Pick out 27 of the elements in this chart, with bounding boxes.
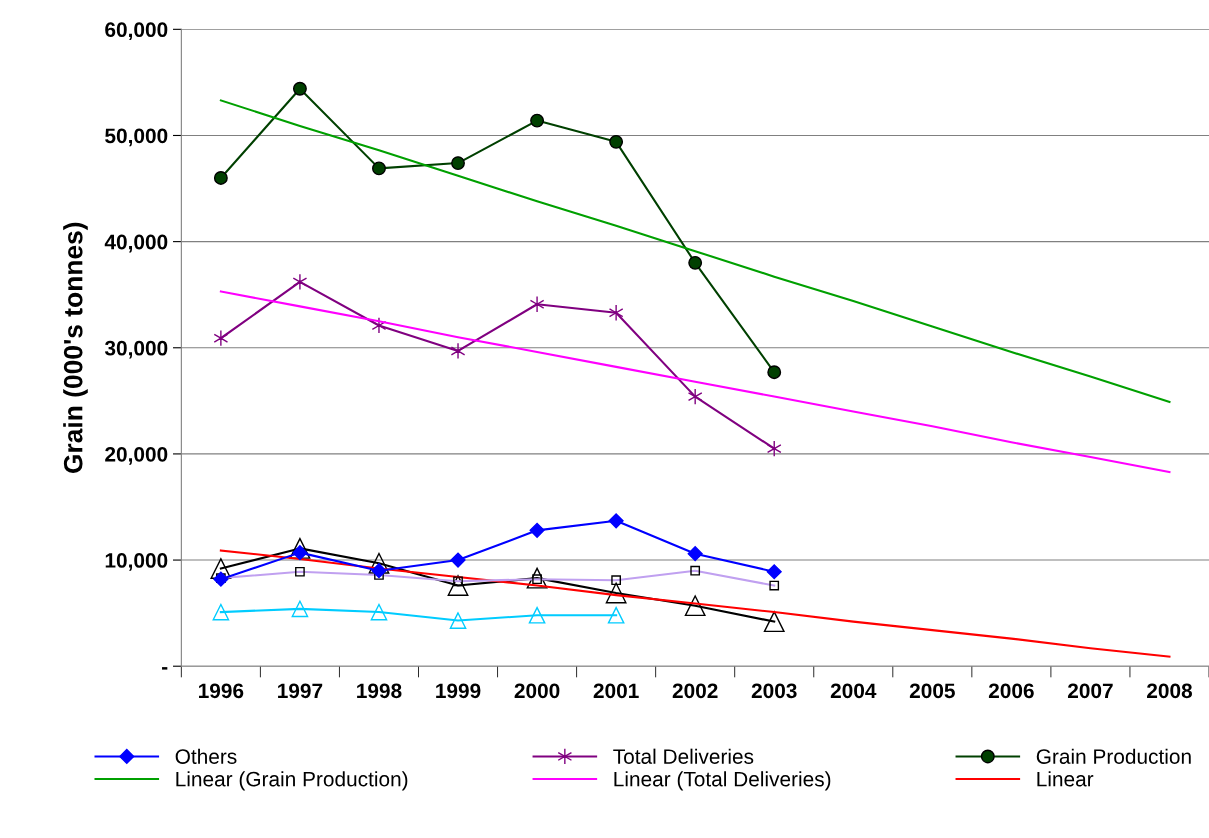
legend-label: Linear — [1037, 771, 1094, 787]
x-tick-label: 1997 — [278, 683, 323, 699]
x-tick-label: 2004 — [830, 683, 877, 699]
x-tick-label: 2007 — [1067, 683, 1113, 699]
y-tick-label: 60,000 — [105, 22, 168, 41]
y-axis-title: Grain (000's tonnes) — [63, 222, 88, 473]
x-tick-label: 2003 — [751, 683, 797, 699]
x-tick-label: 2002 — [672, 683, 718, 699]
y-tick-label: 40,000 — [104, 234, 168, 253]
legend-label: Linear (Grain Production) — [176, 771, 408, 791]
y-tick-label: 30,000 — [104, 340, 168, 359]
y-tick-label: 10,000 — [105, 553, 168, 571]
x-tick-label: 2000 — [514, 683, 560, 699]
x-tick-label: 2005 — [909, 683, 955, 699]
x-tick-label: 2001 — [593, 683, 639, 699]
x-tick-label: 2006 — [988, 683, 1034, 699]
y-tick-label: 20,000 — [105, 446, 168, 465]
x-tick-label: 2008 — [1147, 683, 1193, 699]
legend-label: Grain Production — [1036, 748, 1191, 764]
legend-label: Linear (Total Deliveries) — [614, 771, 831, 791]
x-tick-label: 1998 — [357, 683, 402, 699]
legend-label: Others — [175, 748, 237, 764]
y-tick-label: - — [162, 667, 168, 670]
y-tick-label: 50,000 — [105, 128, 168, 147]
legend-label: Total Deliveries — [613, 748, 754, 764]
x-tick-label: 1999 — [436, 683, 481, 699]
x-tick-label: 1996 — [199, 683, 244, 699]
